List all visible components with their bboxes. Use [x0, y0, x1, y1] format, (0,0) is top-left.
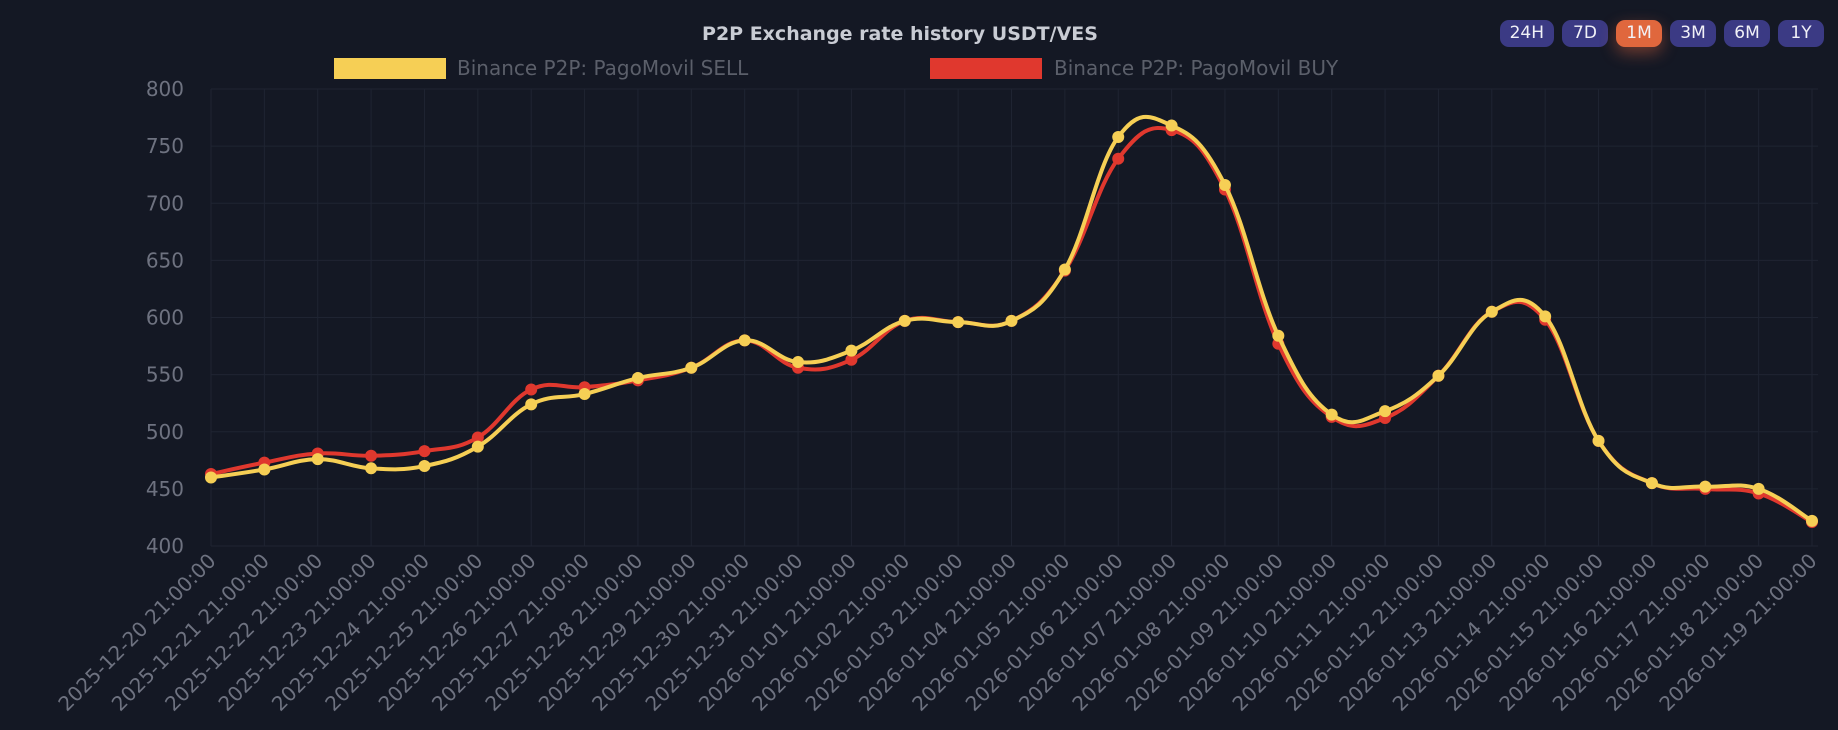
legend-label-sell[interactable]: Binance P2P: PagoMovil SELL	[457, 56, 749, 80]
legend-swatch-buy[interactable]	[930, 58, 1042, 79]
data-point-sell[interactable]	[1218, 178, 1231, 191]
range-1m-button[interactable]: 1M	[1616, 20, 1662, 47]
range-7d-button[interactable]: 7D	[1562, 20, 1608, 47]
chart-title: P2P Exchange rate history USDT/VES	[702, 23, 1098, 45]
data-point-sell[interactable]	[1645, 477, 1658, 490]
data-point-sell[interactable]	[898, 314, 911, 327]
legend-label-buy[interactable]: Binance P2P: PagoMovil BUY	[1054, 56, 1339, 80]
y-tick-label: 650	[146, 248, 184, 272]
legend-swatch-sell[interactable]	[334, 58, 446, 79]
data-point-sell[interactable]	[1005, 314, 1018, 327]
data-point-sell[interactable]	[1432, 369, 1445, 382]
data-point-sell[interactable]	[1272, 329, 1285, 342]
data-point-sell[interactable]	[418, 460, 431, 473]
data-point-sell[interactable]	[311, 453, 324, 466]
y-tick-label: 500	[146, 420, 184, 444]
data-point-sell[interactable]	[1752, 482, 1765, 495]
data-point-sell[interactable]	[1806, 514, 1818, 527]
data-point-sell[interactable]	[1379, 405, 1392, 418]
data-point-sell[interactable]	[1325, 408, 1338, 421]
data-point-sell[interactable]	[258, 463, 271, 476]
data-point-buy[interactable]	[525, 383, 538, 396]
data-point-sell[interactable]	[631, 372, 644, 385]
range-24h-button[interactable]: 24H	[1499, 20, 1554, 47]
data-point-sell[interactable]	[1485, 305, 1498, 318]
data-point-sell[interactable]	[792, 356, 805, 369]
y-tick-label: 750	[146, 134, 184, 158]
data-point-sell[interactable]	[845, 344, 858, 357]
data-point-sell[interactable]	[952, 316, 965, 329]
y-tick-label: 400	[146, 534, 184, 558]
y-tick-label: 450	[146, 477, 184, 501]
y-tick-label: 700	[146, 191, 184, 215]
data-point-sell[interactable]	[1592, 434, 1605, 447]
y-tick-label: 800	[146, 77, 184, 101]
y-tick-label: 550	[146, 363, 184, 387]
range-3m-button[interactable]: 3M	[1670, 20, 1716, 47]
time-range-selector: 24H 7D 1M 3M 6M 1Y	[1499, 20, 1824, 47]
data-point-sell[interactable]	[578, 388, 591, 401]
data-point-sell[interactable]	[1058, 263, 1071, 276]
data-point-buy[interactable]	[365, 449, 378, 462]
data-point-sell[interactable]	[525, 398, 538, 411]
data-point-buy[interactable]	[1112, 152, 1125, 165]
data-point-sell[interactable]	[685, 361, 698, 374]
data-point-buy[interactable]	[845, 353, 858, 366]
y-tick-label: 600	[146, 306, 184, 330]
series-layer	[205, 114, 1818, 529]
data-point-sell[interactable]	[365, 462, 378, 475]
data-point-sell[interactable]	[471, 440, 484, 453]
data-point-sell[interactable]	[205, 471, 217, 484]
data-point-buy[interactable]	[471, 431, 484, 444]
legend: Binance P2P: PagoMovil SELL Binance P2P: …	[334, 56, 1339, 80]
y-axis: 400 450 500 550 600 650 700 750 800	[146, 77, 184, 558]
data-point-buy[interactable]	[418, 445, 431, 458]
data-point-sell[interactable]	[1112, 130, 1125, 143]
range-6m-button[interactable]: 6M	[1724, 20, 1770, 47]
data-point-sell[interactable]	[1539, 310, 1552, 323]
data-point-sell[interactable]	[1165, 119, 1178, 132]
data-point-sell[interactable]	[1699, 480, 1712, 493]
data-point-sell[interactable]	[738, 334, 751, 347]
range-1y-button[interactable]: 1Y	[1778, 20, 1824, 47]
